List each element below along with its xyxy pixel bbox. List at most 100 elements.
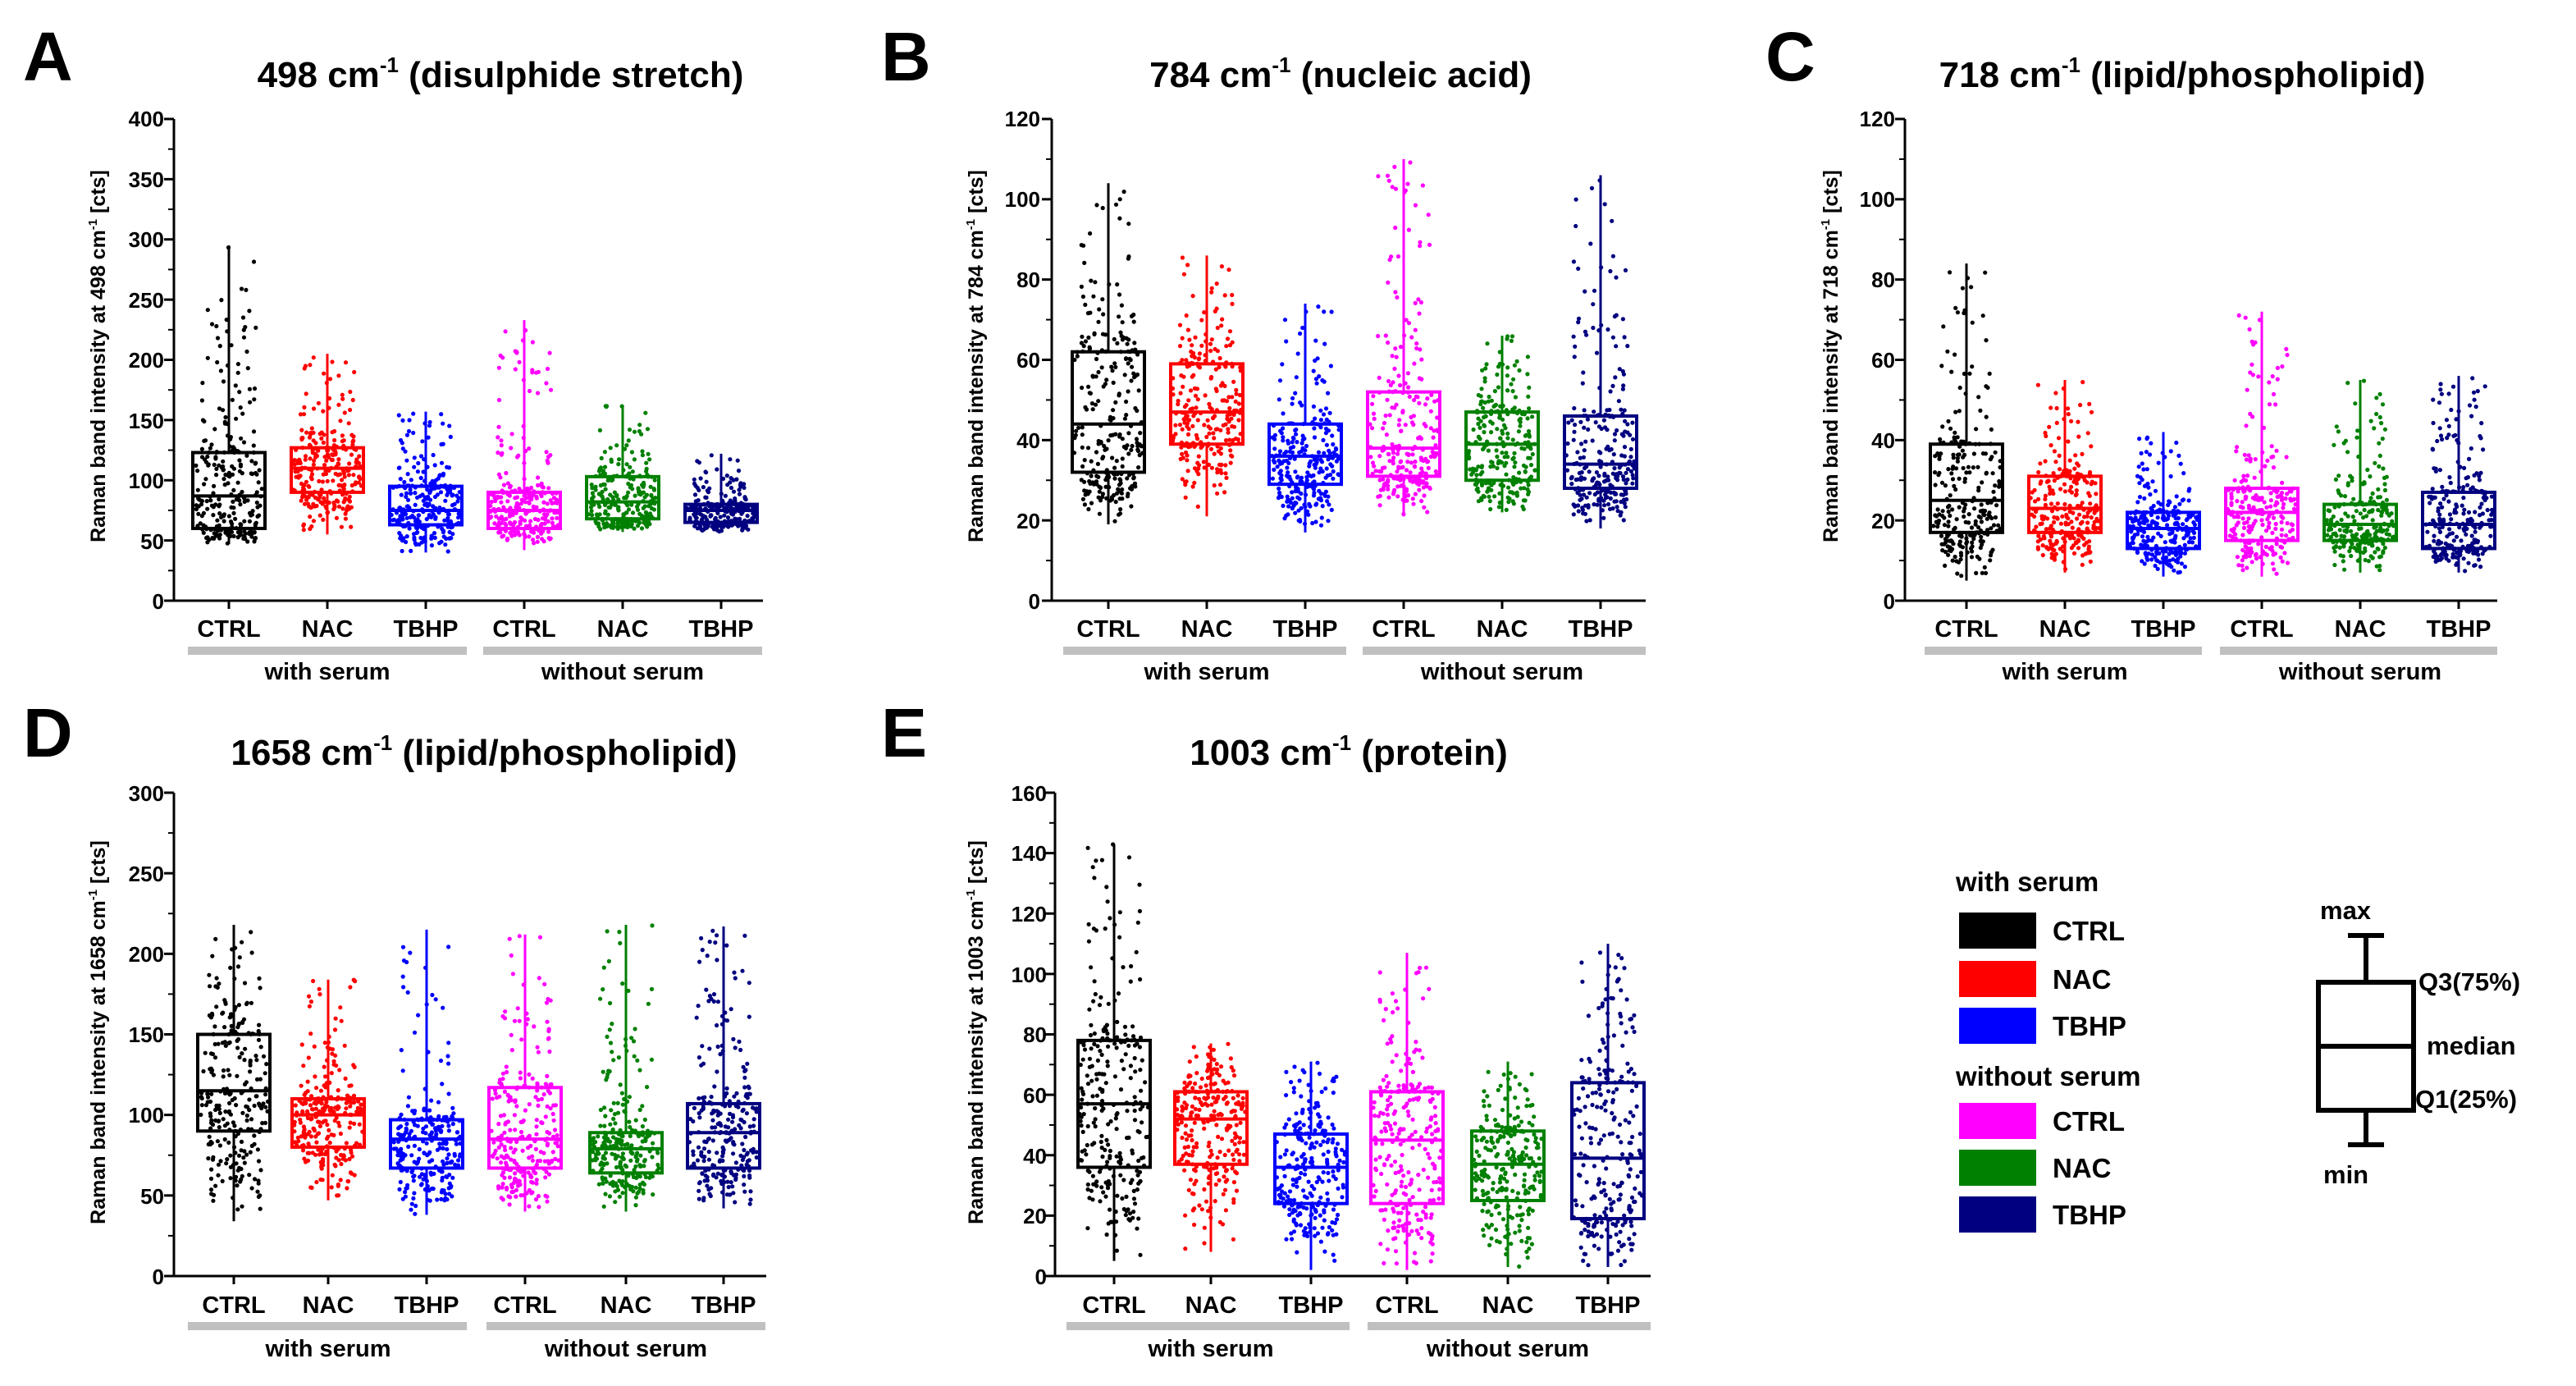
data-point	[2263, 464, 2268, 469]
data-point	[1281, 503, 1286, 509]
data-point	[1386, 178, 1391, 183]
data-point	[237, 390, 242, 395]
data-point	[2240, 563, 2245, 568]
data-point	[1192, 466, 1198, 471]
data-point	[2267, 514, 2272, 519]
data-point	[1989, 526, 1994, 531]
data-point	[614, 524, 620, 529]
data-point	[1326, 494, 1331, 499]
data-point	[2182, 565, 2187, 569]
data-point	[1117, 477, 1122, 482]
data-point	[708, 514, 713, 519]
data-point	[2384, 497, 2389, 502]
data-point	[2274, 448, 2279, 453]
data-point	[1414, 341, 1419, 346]
data-point	[1608, 268, 1613, 274]
data-point	[1576, 503, 1581, 508]
data-point	[1474, 473, 1479, 478]
group-label-without-serum: without serum	[1420, 659, 1583, 685]
data-point	[347, 499, 353, 504]
data-point	[2256, 374, 2261, 379]
data-point	[1122, 373, 1127, 377]
data-point	[427, 497, 433, 502]
data-point	[2085, 431, 2090, 436]
data-point	[421, 498, 426, 503]
data-point	[517, 533, 522, 537]
data-point	[195, 469, 200, 473]
data-point	[2131, 535, 2136, 540]
data-point	[256, 1159, 262, 1164]
data-point	[2071, 479, 2076, 484]
data-point	[746, 527, 751, 532]
data-point	[2266, 524, 2271, 529]
group-bar-without-serum	[486, 1322, 765, 1330]
data-point	[2170, 528, 2175, 533]
data-point	[1224, 399, 1230, 404]
data-point	[1398, 382, 1403, 388]
data-point	[413, 542, 418, 547]
data-point	[1089, 278, 1094, 283]
data-point	[1212, 483, 1217, 488]
data-point	[1234, 387, 1239, 392]
data-point	[2430, 446, 2435, 451]
data-point	[1413, 492, 1418, 496]
data-point	[2075, 461, 2080, 466]
data-point	[1208, 348, 1213, 354]
data-point	[342, 474, 347, 479]
data-point	[2469, 533, 2474, 538]
data-point	[302, 366, 307, 371]
data-point	[1572, 429, 1577, 434]
data-point	[2247, 524, 2252, 529]
data-point	[1591, 325, 1596, 331]
data-point	[450, 493, 454, 498]
data-point	[1204, 434, 1209, 440]
data-point	[1479, 483, 1485, 488]
data-point	[320, 479, 325, 484]
data-point	[2067, 458, 2072, 463]
data-point	[2472, 397, 2477, 402]
data-point	[222, 519, 226, 524]
data-point	[1318, 523, 1324, 528]
data-points	[487, 328, 561, 546]
data-point	[1971, 536, 1976, 542]
data-point	[2166, 513, 2171, 519]
data-point	[336, 461, 340, 466]
data-point	[1988, 558, 1993, 563]
data-point	[1625, 422, 1630, 427]
data-point	[742, 485, 747, 491]
data-point	[406, 428, 412, 434]
data-point	[398, 514, 403, 519]
data-point	[1526, 483, 1531, 487]
data-point	[2361, 515, 2366, 520]
data-point	[1948, 513, 1953, 519]
data-point	[1432, 428, 1436, 433]
data-point	[351, 473, 356, 478]
data-point	[1322, 341, 1327, 346]
data-point	[1386, 451, 1391, 457]
data-point	[1395, 451, 1400, 456]
data-point	[503, 329, 508, 334]
data-point	[1327, 502, 1331, 507]
data-point	[1946, 509, 1951, 515]
data-point	[234, 416, 239, 421]
data-point	[295, 469, 300, 474]
data-point	[221, 459, 226, 464]
data-point	[1979, 519, 1984, 524]
data-point	[1517, 368, 1522, 373]
data-point	[513, 533, 518, 537]
data-point	[1295, 351, 1300, 356]
data-point	[1578, 419, 1583, 424]
data-point	[2449, 517, 2454, 522]
data-point	[736, 469, 742, 473]
data-point	[2176, 556, 2181, 561]
data-point	[1488, 506, 1493, 512]
data-point	[1231, 379, 1236, 384]
data-point	[1522, 486, 1527, 491]
data-point	[1075, 354, 1080, 359]
panel-a: 498 cm-1 (disulphide stretch) Raman band…	[86, 53, 763, 685]
data-point	[447, 529, 452, 535]
data-point	[1948, 270, 1953, 275]
data-point	[1300, 433, 1305, 438]
data-point	[1622, 501, 1627, 506]
data-point	[1381, 426, 1386, 431]
